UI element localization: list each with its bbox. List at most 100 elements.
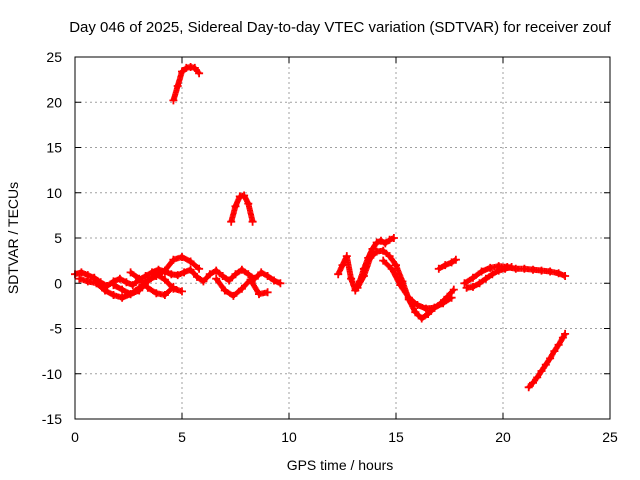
data-point (372, 238, 381, 247)
data-point (244, 199, 253, 208)
data-point (246, 275, 255, 284)
x-tick-label: 15 (388, 429, 404, 445)
series-track-i (353, 246, 458, 323)
data-point (276, 279, 285, 288)
data-point (169, 284, 176, 291)
data-point (263, 272, 272, 280)
x-tick-label: 5 (178, 429, 186, 445)
x-axis-ticks: 0 5 10 15 20 25 (71, 57, 618, 445)
y-tick-label: -10 (42, 366, 62, 382)
data-point (550, 347, 559, 356)
data-point (169, 96, 178, 105)
data-point (180, 268, 189, 277)
data-point (135, 286, 144, 295)
data-point (413, 301, 422, 309)
data-point (475, 279, 484, 288)
data-point (486, 263, 495, 272)
data-point (126, 290, 135, 299)
data-point (178, 67, 186, 76)
data-point (229, 291, 238, 300)
data-point (160, 291, 169, 299)
data-point (128, 281, 137, 290)
x-tick-label: 25 (602, 429, 618, 445)
data-point (554, 340, 563, 349)
series-track-f (169, 63, 204, 105)
data-point (507, 263, 516, 271)
data-point (385, 235, 394, 244)
data-point (178, 253, 186, 261)
data-point (237, 265, 246, 274)
data-point (169, 255, 178, 264)
data-point (537, 266, 546, 275)
chart-title: Day 046 of 2025, Sidereal Day-to-day VTE… (69, 19, 611, 36)
y-tick-label: 0 (54, 275, 62, 291)
data-point (387, 264, 396, 273)
data-point (160, 266, 169, 275)
data-point (469, 273, 477, 282)
data-point (379, 246, 388, 255)
data-point (524, 383, 533, 392)
x-tick-label: 20 (495, 429, 511, 445)
data-point (227, 217, 236, 226)
data-point (422, 304, 430, 313)
data-point (441, 261, 450, 270)
data-point (212, 266, 221, 275)
data-point (353, 283, 362, 292)
data-point (186, 257, 195, 266)
data-point (546, 267, 555, 276)
data-point (193, 272, 201, 281)
data-point (477, 267, 486, 276)
y-tick-label: 15 (46, 140, 62, 156)
data-point (488, 270, 497, 279)
data-point (338, 261, 347, 270)
series-track-d (126, 268, 178, 299)
data-point (392, 261, 400, 270)
y-tick-label: 20 (46, 94, 62, 110)
data-point (411, 308, 420, 317)
data-point (342, 252, 351, 261)
data-point (135, 274, 144, 283)
data-point (501, 264, 510, 273)
data-point (122, 278, 131, 287)
series-track-m (462, 263, 516, 292)
data-point (541, 360, 550, 369)
data-point (109, 281, 118, 290)
data-point (115, 274, 124, 283)
data-point (173, 271, 182, 280)
data-point (447, 258, 456, 267)
data-point (173, 82, 182, 90)
data-point (237, 284, 246, 293)
data-point (212, 274, 221, 283)
data-point (178, 287, 186, 296)
data-point (385, 252, 394, 261)
data-point (529, 378, 537, 387)
data-point (126, 268, 135, 277)
data-point (190, 63, 199, 72)
data-point (118, 285, 127, 294)
data-point (186, 265, 195, 274)
data-point (199, 277, 208, 286)
data-point (529, 265, 537, 274)
data-point (533, 373, 542, 382)
data-point (434, 264, 443, 273)
data-point (101, 286, 109, 295)
data-point (520, 264, 529, 273)
data-point (546, 354, 555, 363)
data-point (240, 191, 249, 200)
data-point (439, 299, 448, 308)
data-point (377, 236, 385, 245)
data-point (218, 272, 227, 280)
y-tick-label: -15 (42, 411, 62, 427)
data-point (231, 202, 240, 211)
data-point (554, 269, 563, 278)
y-tick-label: 10 (46, 185, 62, 201)
y-tick-label: -5 (50, 321, 63, 337)
y-axis-label: SDTVAR / TECUs (5, 182, 21, 294)
data-point (334, 270, 343, 279)
data-point (537, 367, 546, 375)
data-point (195, 69, 204, 78)
x-tick-label: 10 (281, 429, 297, 445)
data-point (561, 272, 570, 280)
x-axis-label: GPS time / hours (287, 457, 394, 473)
data-point (109, 291, 118, 299)
